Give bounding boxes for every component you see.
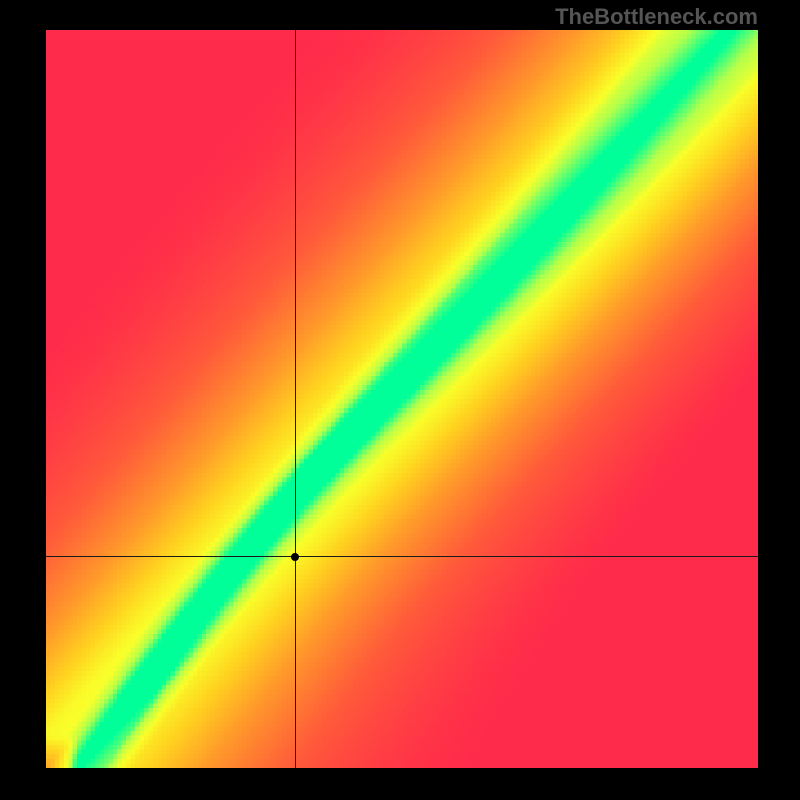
chart-container: TheBottleneck.com	[0, 0, 800, 800]
crosshair-horizontal	[46, 556, 758, 557]
crosshair-vertical	[295, 30, 296, 768]
watermark-text: TheBottleneck.com	[555, 4, 758, 30]
heatmap-canvas	[46, 30, 758, 768]
